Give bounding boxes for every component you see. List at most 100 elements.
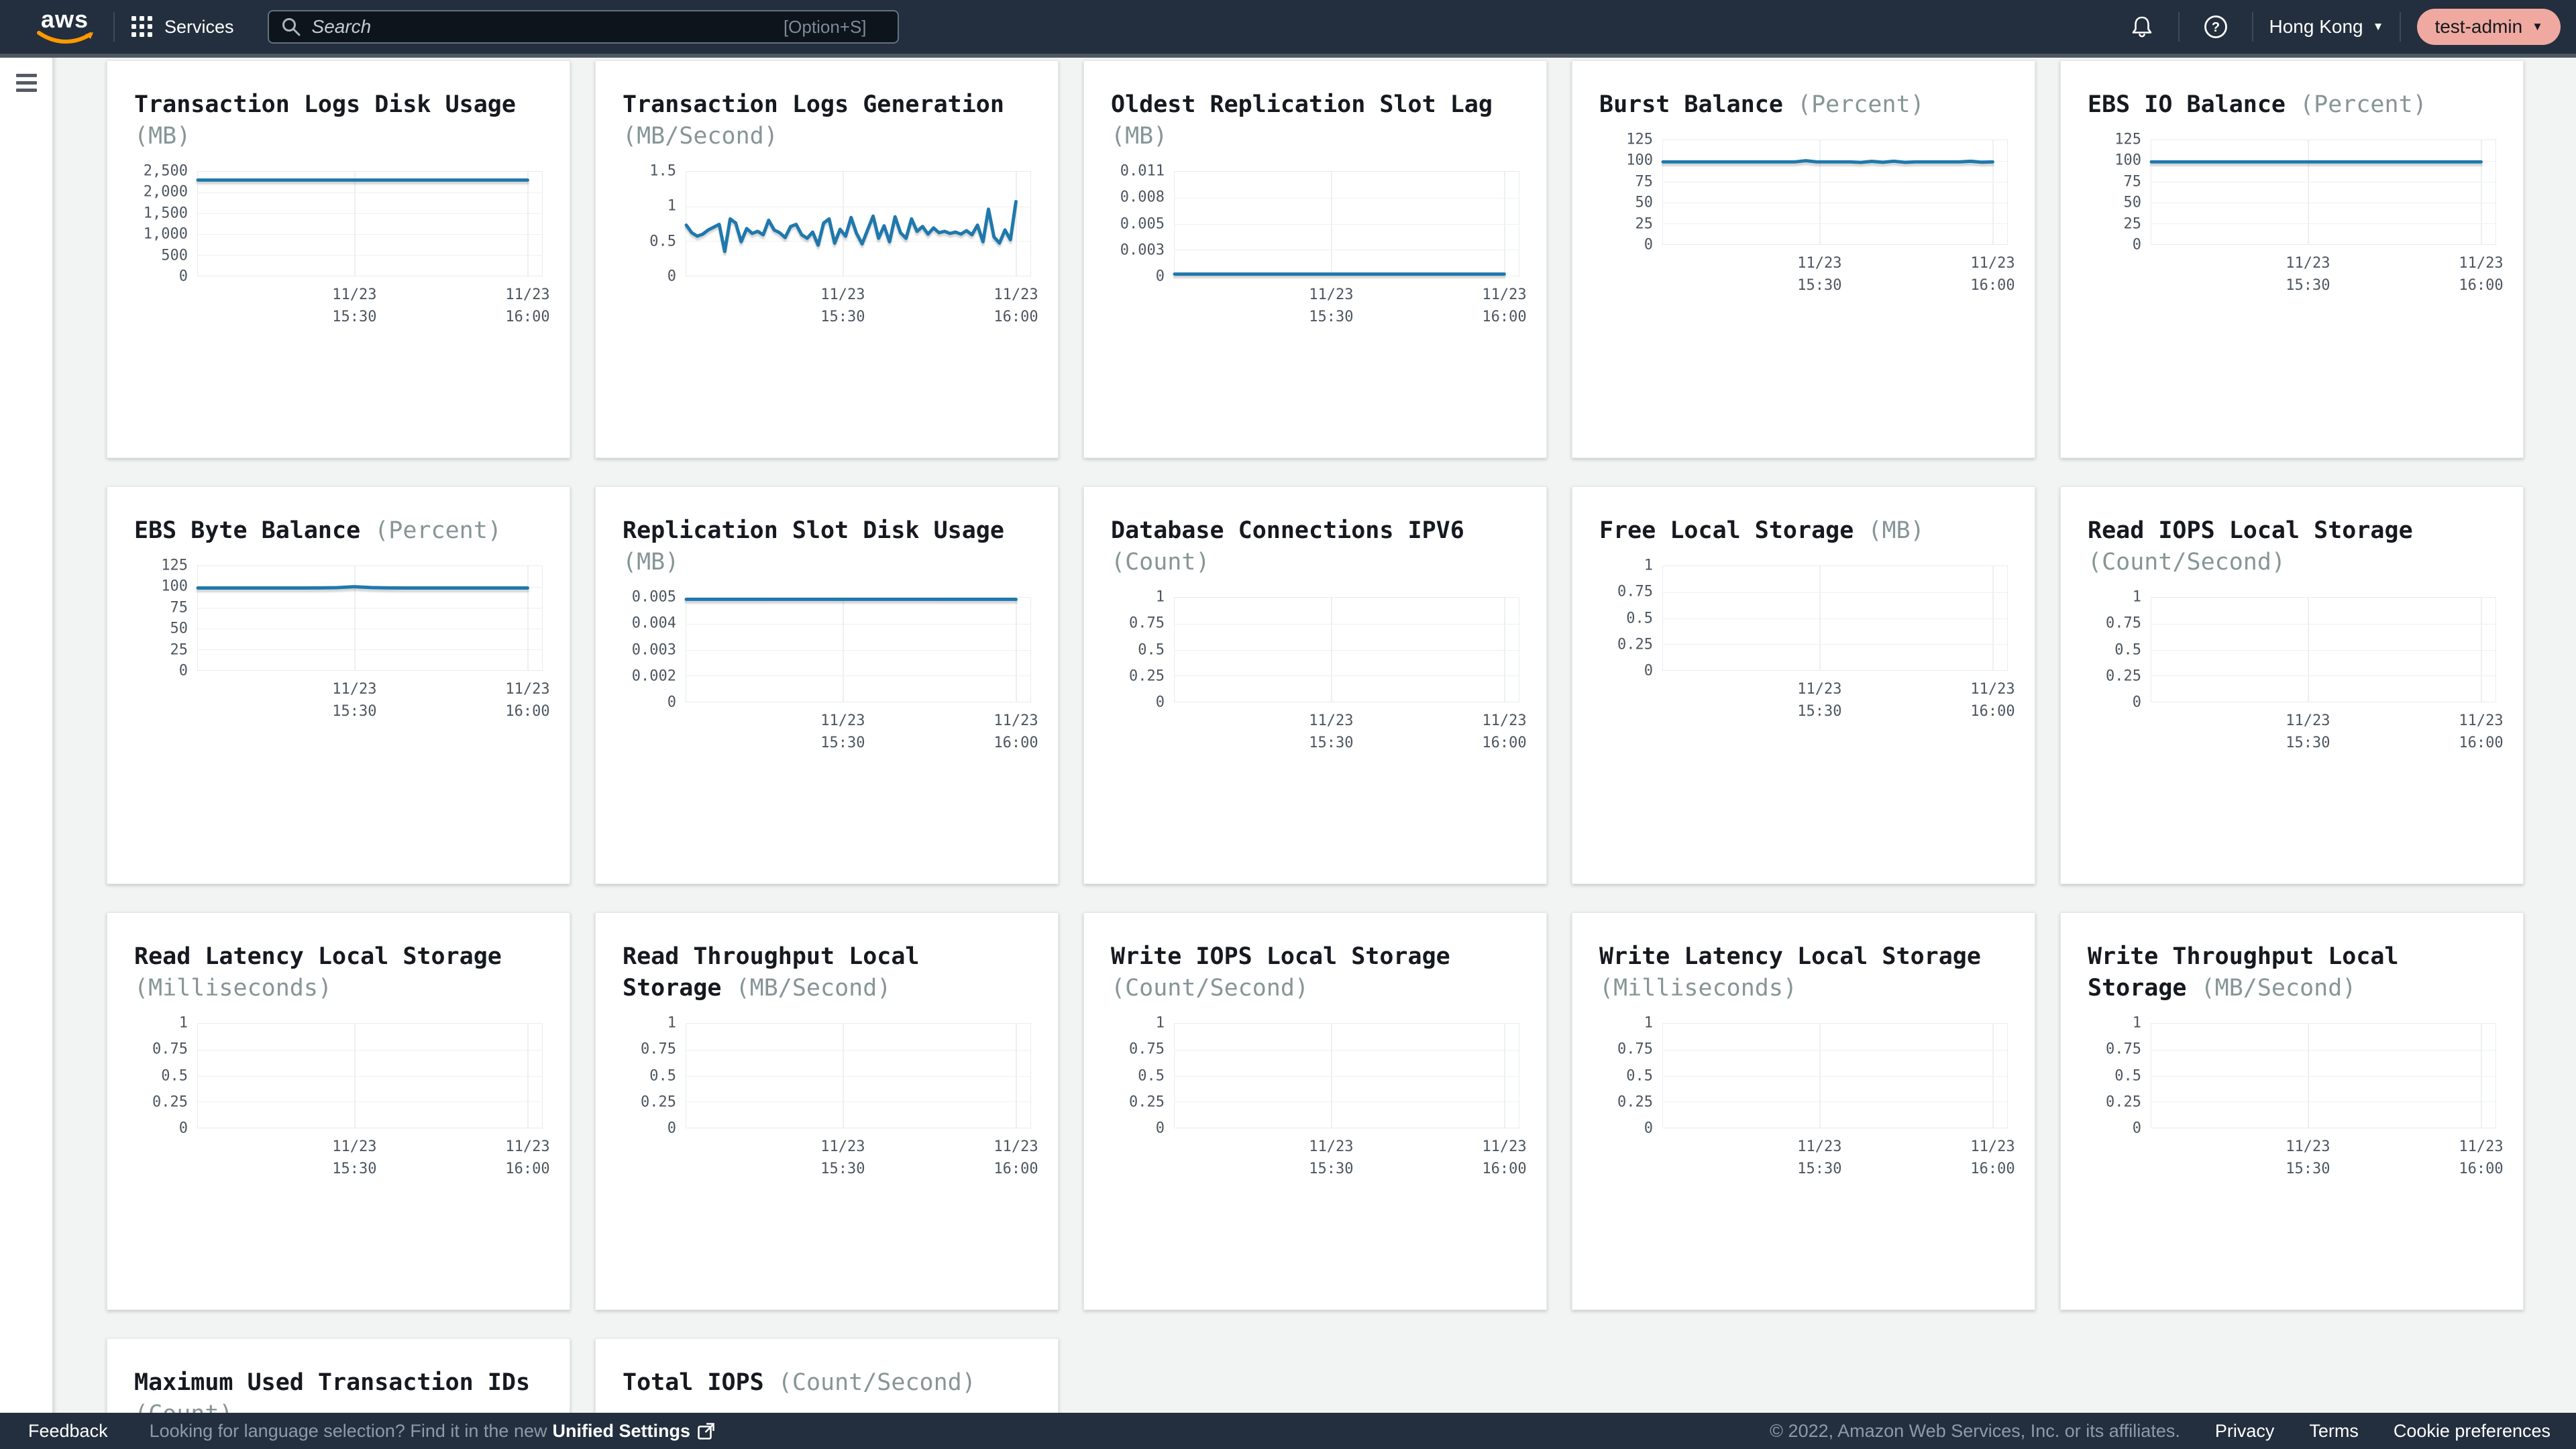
x-tick-time: 16:00: [994, 735, 1038, 751]
y-tick-label: 1: [1644, 557, 1653, 574]
search-shortcut-hint: [Option+S]: [783, 16, 867, 37]
metric-card: EBS IO Balance (Percent) 125 100 75 50 25 0 11/…: [2060, 60, 2524, 458]
metric-card: Write Throughput Local Storage (MB/Secon…: [2060, 912, 2524, 1310]
chart-area: 125 100 75 50 25 0 11/23 15:30 11/23 16:00: [2088, 131, 2504, 294]
chart-area: 125 100 75 50 25 0 11/23 15:30 11/23 16:00: [134, 557, 549, 720]
feedback-button[interactable]: Feedback: [28, 1420, 108, 1441]
v-gridline: [1016, 1024, 1018, 1128]
y-tick-label: 0.5: [1626, 1067, 1653, 1084]
chevron-down-icon: ▼: [2372, 20, 2384, 33]
y-tick-label: 0.25: [641, 1093, 676, 1111]
y-tick-label: 0.25: [2106, 1093, 2141, 1111]
y-axis-labels: 1 0.75 0.5 0.25 0: [1599, 1015, 1662, 1137]
cookie-preferences-link[interactable]: Cookie preferences: [2393, 1420, 2551, 1441]
h-gridline: [1175, 1049, 1519, 1051]
services-grid-icon: [131, 16, 152, 37]
chart-unit-label: (MB/Second): [735, 975, 892, 1002]
h-gridline: [1175, 1075, 1519, 1077]
v-gridline: [1992, 1024, 1994, 1128]
x-tick-time: 16:00: [505, 309, 550, 325]
x-tick-time: 15:30: [1797, 1161, 1842, 1177]
y-axis-labels: 0.005 0.004 0.003 0.002 0: [623, 589, 686, 711]
chart-plot: 11/23 15:30 11/23 16:00: [686, 1023, 1038, 1177]
y-tick-label: 0.75: [152, 1040, 188, 1058]
search-input[interactable]: [310, 15, 784, 38]
y-tick-label: 0: [1155, 694, 1165, 711]
notifications-button[interactable]: [2122, 7, 2162, 47]
x-tick-label: 11/23 16:00: [1970, 678, 2015, 722]
search-icon: [282, 18, 301, 36]
x-tick-date: 11/23: [1970, 1138, 2015, 1155]
chart-area: 1 0.75 0.5 0.25 0 11/23 15:30 11/23 16:00: [623, 1015, 1038, 1178]
x-tick-time: 15:30: [2286, 1161, 2330, 1177]
chart-title: Read Throughput Local Storage (MB/Second…: [623, 943, 920, 1002]
y-tick-label: 1: [178, 1014, 188, 1032]
svg-text:?: ?: [2211, 20, 2219, 35]
chart-unit-label: (Count/Second): [777, 1369, 976, 1396]
y-tick-label: 0.75: [641, 1040, 676, 1058]
chart-area: 1.5 1 0.5 0 11/23 15:30 11/23 16:00: [623, 163, 1038, 326]
y-tick-label: 0: [2132, 694, 2141, 711]
h-gridline: [1175, 623, 1519, 625]
chart-plot: 11/23 15:30 11/23 16:00: [2149, 140, 2504, 294]
h-gridline: [2151, 1075, 2496, 1077]
y-axis-labels: 125 100 75 50 25 0: [2088, 131, 2151, 254]
y-tick-label: 1: [1155, 1014, 1165, 1032]
v-gridline: [2308, 1024, 2310, 1128]
x-tick-date: 11/23: [820, 712, 865, 729]
chart-unit-label: (Count): [1111, 549, 1210, 576]
services-menu[interactable]: Services: [131, 15, 234, 38]
aws-logo[interactable]: aws: [37, 5, 97, 46]
y-tick-label: 0.005: [631, 588, 676, 606]
y-tick-label: 0.5: [1138, 641, 1165, 658]
left-sidebar: [0, 58, 54, 1449]
chart-unit-label: (Count/Second): [2088, 549, 2286, 576]
chart-plot: 11/23 15:30 11/23 16:00: [1662, 566, 2015, 720]
region-selector[interactable]: Hong Kong ▼: [2269, 16, 2384, 38]
h-gridline: [1175, 197, 1519, 199]
chart-unit-label: (MB/Second): [623, 123, 778, 150]
y-tick-label: 50: [170, 620, 189, 637]
y-tick-label: 0: [1644, 236, 1653, 254]
v-gridline: [1016, 172, 1018, 276]
chart-area: 2,500 2,000 1,500 1,000 500 0 11/23 15:30 11/23 1…: [134, 163, 550, 326]
privacy-link[interactable]: Privacy: [2214, 1420, 2275, 1441]
x-tick-label: 11/23 16:00: [505, 284, 549, 328]
chart-plot: 11/23 15:30 11/23 16:00: [2151, 1023, 2504, 1177]
v-gridline: [1331, 1024, 1333, 1128]
x-tick-time: 15:30: [332, 309, 377, 325]
v-gridline: [1331, 598, 1333, 702]
x-tick-label: 11/23 16:00: [2459, 710, 2503, 754]
h-gridline: [198, 1049, 542, 1051]
x-tick-time: 16:00: [1482, 309, 1527, 325]
x-tick-date: 11/23: [994, 712, 1038, 729]
y-tick-label: 0.75: [1129, 1040, 1165, 1058]
terms-link[interactable]: Terms: [2309, 1420, 2359, 1441]
chart-title: Transaction Logs Disk Usage (MB): [134, 91, 516, 150]
v-gridline: [2481, 140, 2483, 244]
v-gridline: [1992, 140, 1994, 244]
search-box[interactable]: [Option+S]: [267, 10, 899, 44]
h-gridline: [1175, 649, 1519, 651]
v-gridline: [1504, 172, 1506, 276]
x-tick-time: 15:30: [2286, 735, 2330, 751]
menu-icon[interactable]: [16, 74, 37, 96]
chart-unit-label: (MB): [134, 123, 191, 150]
x-tick-date: 11/23: [1309, 286, 1354, 303]
x-tick-date: 11/23: [1797, 255, 1842, 272]
y-tick-label: 0.75: [1617, 1040, 1653, 1058]
h-gridline: [2151, 223, 2496, 224]
v-gridline: [2481, 1024, 2483, 1128]
chart-title: Database Connections IPV6 (Count): [1111, 517, 1464, 576]
x-tick-date: 11/23: [332, 681, 377, 698]
help-button[interactable]: ?: [2196, 7, 2236, 47]
unified-settings-link[interactable]: Unified Settings: [552, 1420, 690, 1441]
h-gridline: [2151, 649, 2496, 651]
x-tick-date: 11/23: [1482, 712, 1527, 729]
nav-divider: [2178, 12, 2180, 42]
account-menu[interactable]: test-admin ▼: [2417, 9, 2561, 45]
x-tick-time: 15:30: [332, 1161, 377, 1177]
chart-area: 1 0.75 0.5 0.25 0 11/23 15:30 11/23 16:00: [1111, 1015, 1527, 1178]
y-tick-label: 0.5: [2114, 641, 2141, 658]
h-gridline: [1175, 223, 1519, 225]
